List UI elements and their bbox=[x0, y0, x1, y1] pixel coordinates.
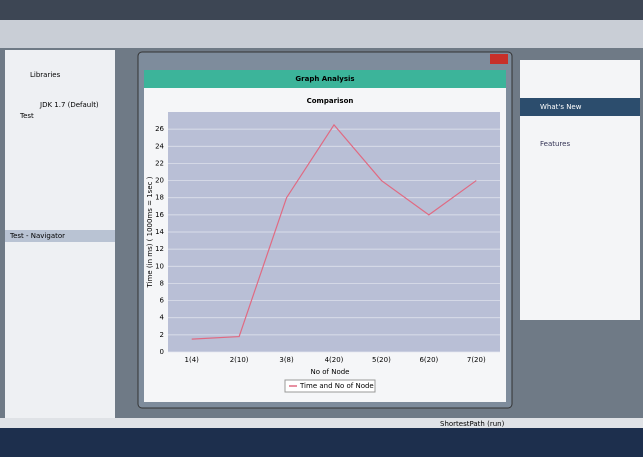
x-tick-label: 4(20) bbox=[325, 356, 344, 364]
taskbar bbox=[0, 428, 643, 457]
y-tick-label: 10 bbox=[155, 262, 164, 270]
y-tick-label: 2 bbox=[160, 331, 164, 339]
y-tick-label: 12 bbox=[155, 245, 164, 253]
y-tick-label: 20 bbox=[155, 177, 164, 185]
x-tick-label: 2(10) bbox=[230, 356, 249, 364]
x-tick-label: 5(20) bbox=[372, 356, 391, 364]
whats-new: What's New bbox=[540, 103, 582, 111]
navigator-title: Test - Navigator bbox=[9, 232, 65, 240]
status-bar bbox=[0, 418, 643, 428]
tree-item: JDK 1.7 (Default) bbox=[39, 101, 99, 109]
y-axis-label: Time (in ms) ( 1000ms = 1sec ) bbox=[146, 176, 154, 288]
chart-title: Comparison bbox=[307, 97, 354, 105]
y-tick-label: 0 bbox=[160, 348, 164, 356]
x-tick-label: 3(8) bbox=[279, 356, 294, 364]
y-tick-label: 6 bbox=[160, 297, 165, 305]
legend-label: Time and No of Node bbox=[299, 382, 374, 390]
x-axis-label: No of Node bbox=[311, 368, 350, 376]
y-tick-label: 16 bbox=[155, 211, 164, 219]
x-tick-label: 6(20) bbox=[419, 356, 438, 364]
y-tick-label: 14 bbox=[155, 228, 164, 236]
y-tick-label: 18 bbox=[155, 194, 164, 202]
window-title: Graph Analysis bbox=[295, 75, 354, 83]
close-button[interactable] bbox=[490, 54, 508, 64]
toolbar bbox=[0, 20, 643, 48]
y-tick-label: 4 bbox=[160, 314, 165, 322]
task-label: ShortestPath (run) bbox=[440, 420, 505, 428]
tree-item: Libraries bbox=[30, 71, 61, 79]
screen: Libraries JDK 1.7 (Default) Test Test - … bbox=[0, 0, 643, 457]
menu-bar bbox=[0, 0, 643, 20]
features: Features bbox=[540, 140, 570, 148]
tree-item: Test bbox=[19, 112, 34, 120]
y-tick-label: 26 bbox=[155, 125, 164, 133]
y-tick-label: 8 bbox=[160, 279, 164, 287]
x-tick-label: 1(4) bbox=[185, 356, 200, 364]
x-tick-label: 7(20) bbox=[467, 356, 486, 364]
y-tick-label: 22 bbox=[155, 159, 164, 167]
y-tick-label: 24 bbox=[155, 142, 164, 150]
